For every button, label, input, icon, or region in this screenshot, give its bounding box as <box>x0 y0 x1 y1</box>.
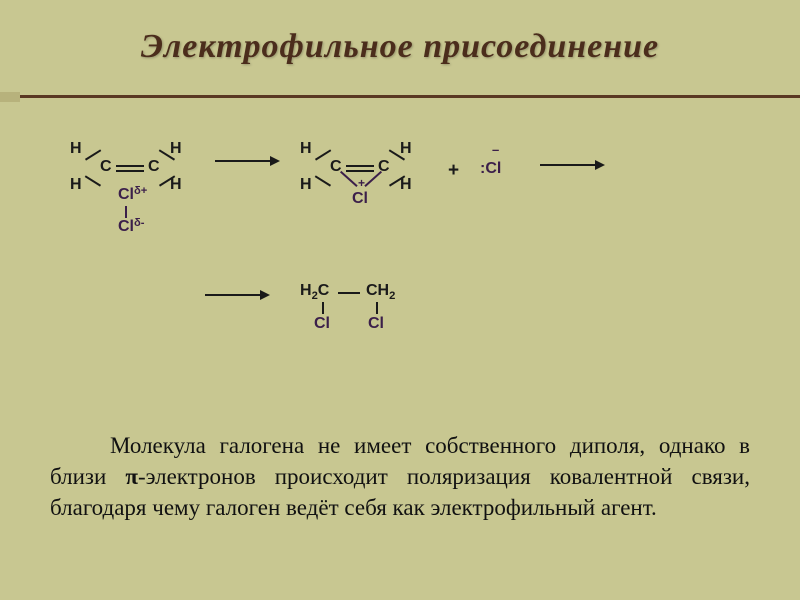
body-text: Молекула галогена не имеет собственного … <box>50 430 750 523</box>
bond <box>85 149 101 160</box>
atom-h: H <box>170 176 182 194</box>
atom-h: H <box>300 140 312 158</box>
atom-c: C <box>318 282 330 299</box>
bond <box>125 206 127 218</box>
bond <box>116 170 144 172</box>
sub-2: 2 <box>312 290 318 302</box>
slide-title: Электрофильное присоединение <box>0 0 800 66</box>
bond <box>315 175 331 186</box>
bond <box>322 302 324 314</box>
atom-c: C <box>330 158 342 176</box>
atom-cl: Cl <box>368 315 384 333</box>
bond <box>315 149 331 160</box>
product-h2c: H2C <box>300 282 329 300</box>
atom-h: H <box>400 176 412 194</box>
delta-minus: δ- <box>134 217 145 229</box>
plus-charge: + <box>358 176 365 190</box>
sub-2: 2 <box>389 290 395 302</box>
atom-h: H <box>400 140 412 158</box>
atom-cl: Clδ- <box>118 218 145 236</box>
atom-h: H <box>170 140 182 158</box>
arrow-icon <box>215 156 280 166</box>
divider-accent <box>0 92 20 102</box>
bond <box>116 165 144 167</box>
bond <box>340 171 357 187</box>
delta-plus: δ+ <box>134 185 147 197</box>
text-part: -электронов происходит поляризация ковал… <box>50 464 750 520</box>
atom-h: H <box>70 140 82 158</box>
atom-h: H <box>300 176 312 194</box>
pi-symbol: π <box>125 464 138 489</box>
atom-c: C <box>148 158 160 176</box>
atom-ch: CH <box>366 282 389 299</box>
atom-h: H <box>70 176 82 194</box>
divider-main <box>0 95 800 98</box>
cl-text: Cl <box>118 186 134 203</box>
plus-sign: + <box>448 160 459 182</box>
chloride-ion: :Cl <box>480 160 501 178</box>
cl-text: Cl <box>118 218 134 235</box>
bond <box>346 170 374 172</box>
product-ch2: CH2 <box>366 282 395 300</box>
reaction-diagram: H H C C H H Clδ+ Clδ- H <box>70 140 750 370</box>
arrow-icon <box>205 290 270 300</box>
bond <box>85 175 101 186</box>
atom-cl: Cl <box>352 190 368 208</box>
atom-cl: Clδ+ <box>118 186 147 204</box>
atom-h: H <box>300 282 312 299</box>
atom-c: C <box>100 158 112 176</box>
bond <box>346 165 374 167</box>
minus-charge: – <box>492 142 499 157</box>
atom-cl: Cl <box>314 315 330 333</box>
bond <box>364 171 381 187</box>
bond <box>376 302 378 314</box>
arrow-icon <box>540 160 605 170</box>
slide: Электрофильное присоединение H H C C H H… <box>0 0 800 600</box>
bond <box>338 292 360 294</box>
